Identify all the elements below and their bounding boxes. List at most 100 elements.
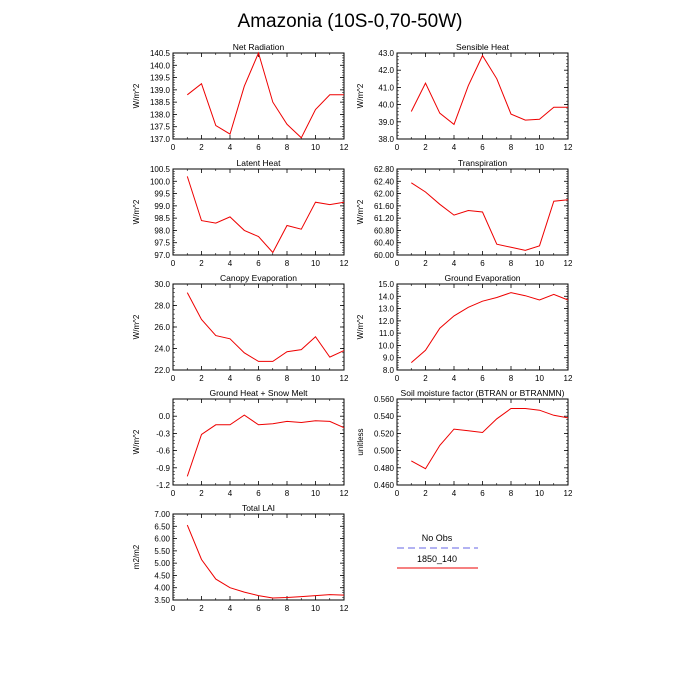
y-tick-label: 5.00 [154, 559, 170, 568]
y-tick-label: 9.0 [383, 354, 395, 363]
panel-title: Net Radiation [233, 42, 285, 52]
panel-title: Latent Heat [237, 158, 282, 168]
x-tick-label: 10 [311, 489, 320, 498]
legend-label-no-obs: No Obs [422, 533, 453, 543]
x-tick-label: 6 [256, 374, 261, 383]
x-tick-label: 0 [171, 489, 176, 498]
y-tick-label: 100.0 [150, 177, 171, 186]
y-tick-label: 5.50 [154, 547, 170, 556]
y-tick-label: 0.0 [159, 412, 171, 421]
panel-title: Ground Heat + Snow Melt [209, 388, 308, 398]
y-tick-label: 97.5 [154, 239, 170, 248]
y-tick-label: 30.0 [154, 280, 170, 289]
x-tick-label: 10 [535, 143, 544, 152]
y-tick-label: 60.80 [374, 226, 395, 235]
series-line-1850-140 [186, 176, 345, 254]
x-tick-label: 10 [535, 489, 544, 498]
y-tick-label: 4.00 [154, 584, 170, 593]
y-tick-label: 0.560 [374, 395, 395, 404]
y-axis-label: W/m^2 [356, 199, 365, 224]
panel-title: Ground Evaporation [444, 273, 520, 283]
panel-latent-heat: Latent Heat 0 2 4 6 8 10 12 97.0 97.5 98.0 98.5 99.0… [132, 158, 349, 268]
y-tick-label: 6.00 [154, 535, 170, 544]
x-tick-label: 8 [509, 259, 514, 268]
y-tick-label: 138.0 [150, 110, 171, 119]
x-tick-label: 4 [228, 604, 233, 613]
y-tick-label: -0.6 [156, 447, 170, 456]
panel-net-radiation: Net Radiation 0 2 4 6 8 10 12 137.0 137.5 138.0 138… [132, 42, 349, 152]
y-tick-label: 41.0 [378, 83, 394, 92]
panel-title: Soil moisture factor (BTRAN or BTRANMN) [401, 388, 565, 398]
x-tick-label: 10 [311, 259, 320, 268]
y-tick-label: -0.3 [156, 429, 170, 438]
panel-title: Transpiration [458, 158, 508, 168]
y-axis-label: W/m^2 [132, 83, 141, 108]
x-tick-label: 12 [340, 489, 349, 498]
y-tick-label: 100.5 [150, 165, 171, 174]
series-line-1850-140 [411, 182, 569, 251]
x-tick-label: 6 [256, 259, 261, 268]
y-tick-label: 40.0 [378, 101, 394, 110]
series-line-1850-140 [410, 292, 569, 363]
panel-sensible-heat: Sensible Heat 0 2 4 6 8 10 12 38.0 39.0 40.0 41.0 42… [356, 42, 573, 152]
panel-soil-moisture-factor-btran-or-btranmn: Soil moisture factor (BTRAN or BTRANMN) 0… [356, 388, 573, 498]
y-axis-label: W/m^2 [132, 199, 141, 224]
y-tick-label: 99.0 [154, 202, 170, 211]
y-tick-label: 60.40 [374, 239, 395, 248]
x-tick-label: 0 [171, 374, 176, 383]
x-tick-label: 6 [256, 143, 261, 152]
legend-label-1850-140: 1850_140 [417, 554, 457, 564]
x-tick-label: 4 [452, 374, 457, 383]
y-tick-label: 99.5 [154, 190, 170, 199]
y-tick-label: 38.0 [378, 135, 394, 144]
x-tick-label: 12 [564, 143, 573, 152]
y-tick-label: 98.5 [154, 214, 170, 223]
y-tick-label: 61.60 [374, 202, 395, 211]
y-axis-label: unitless [356, 428, 365, 455]
panel-title: Canopy Evaporation [220, 273, 297, 283]
x-tick-label: 10 [311, 374, 320, 383]
x-tick-label: 8 [285, 604, 290, 613]
y-tick-label: 8.0 [383, 366, 395, 375]
x-tick-label: 8 [509, 374, 514, 383]
y-tick-label: 98.0 [154, 226, 170, 235]
panel-transpiration: Transpiration 0 2 4 6 8 10 12 60.00 60.40 60.80 61.… [356, 158, 573, 268]
series-line-1850-140 [186, 414, 345, 477]
y-tick-label: 61.20 [374, 214, 395, 223]
y-tick-label: 42.0 [378, 66, 394, 75]
x-tick-label: 2 [199, 143, 204, 152]
y-tick-label: 0.500 [374, 447, 395, 456]
x-tick-label: 2 [423, 143, 428, 152]
x-tick-label: 6 [256, 604, 261, 613]
x-tick-label: 6 [480, 374, 485, 383]
y-axis-label: W/m^2 [132, 429, 141, 454]
y-tick-label: 3.50 [154, 596, 170, 605]
x-tick-label: 6 [256, 489, 261, 498]
x-tick-label: 2 [199, 604, 204, 613]
x-tick-label: 8 [509, 143, 514, 152]
x-tick-label: 0 [171, 143, 176, 152]
y-tick-label: 140.0 [150, 61, 171, 70]
y-tick-label: 137.5 [150, 123, 171, 132]
series-line-1850-140 [410, 54, 568, 126]
y-tick-label: 28.0 [154, 302, 170, 311]
y-tick-label: 139.5 [150, 74, 171, 83]
y-tick-label: 97.0 [154, 251, 170, 260]
x-tick-label: 6 [480, 259, 485, 268]
y-tick-label: 62.80 [374, 165, 395, 174]
x-tick-label: 12 [564, 259, 573, 268]
panels: Net Radiation 0 2 4 6 8 10 12 137.0 137.5 138.0 138… [132, 42, 573, 613]
x-tick-label: 2 [423, 259, 428, 268]
x-tick-label: 8 [285, 259, 290, 268]
x-tick-label: 4 [228, 143, 233, 152]
y-tick-label: 0.460 [374, 481, 395, 490]
series-line-1850-140 [186, 524, 345, 599]
panel-ground-heat-snow-melt: Ground Heat + Snow Melt 0 2 4 6 8 10 12 -1.2 -0.9… [132, 388, 349, 498]
y-tick-label: 138.5 [150, 98, 171, 107]
x-tick-label: 2 [199, 259, 204, 268]
x-tick-label: 12 [340, 143, 349, 152]
x-tick-label: 4 [228, 259, 233, 268]
x-tick-label: 10 [535, 374, 544, 383]
x-tick-label: 10 [311, 143, 320, 152]
x-tick-label: 12 [564, 374, 573, 383]
